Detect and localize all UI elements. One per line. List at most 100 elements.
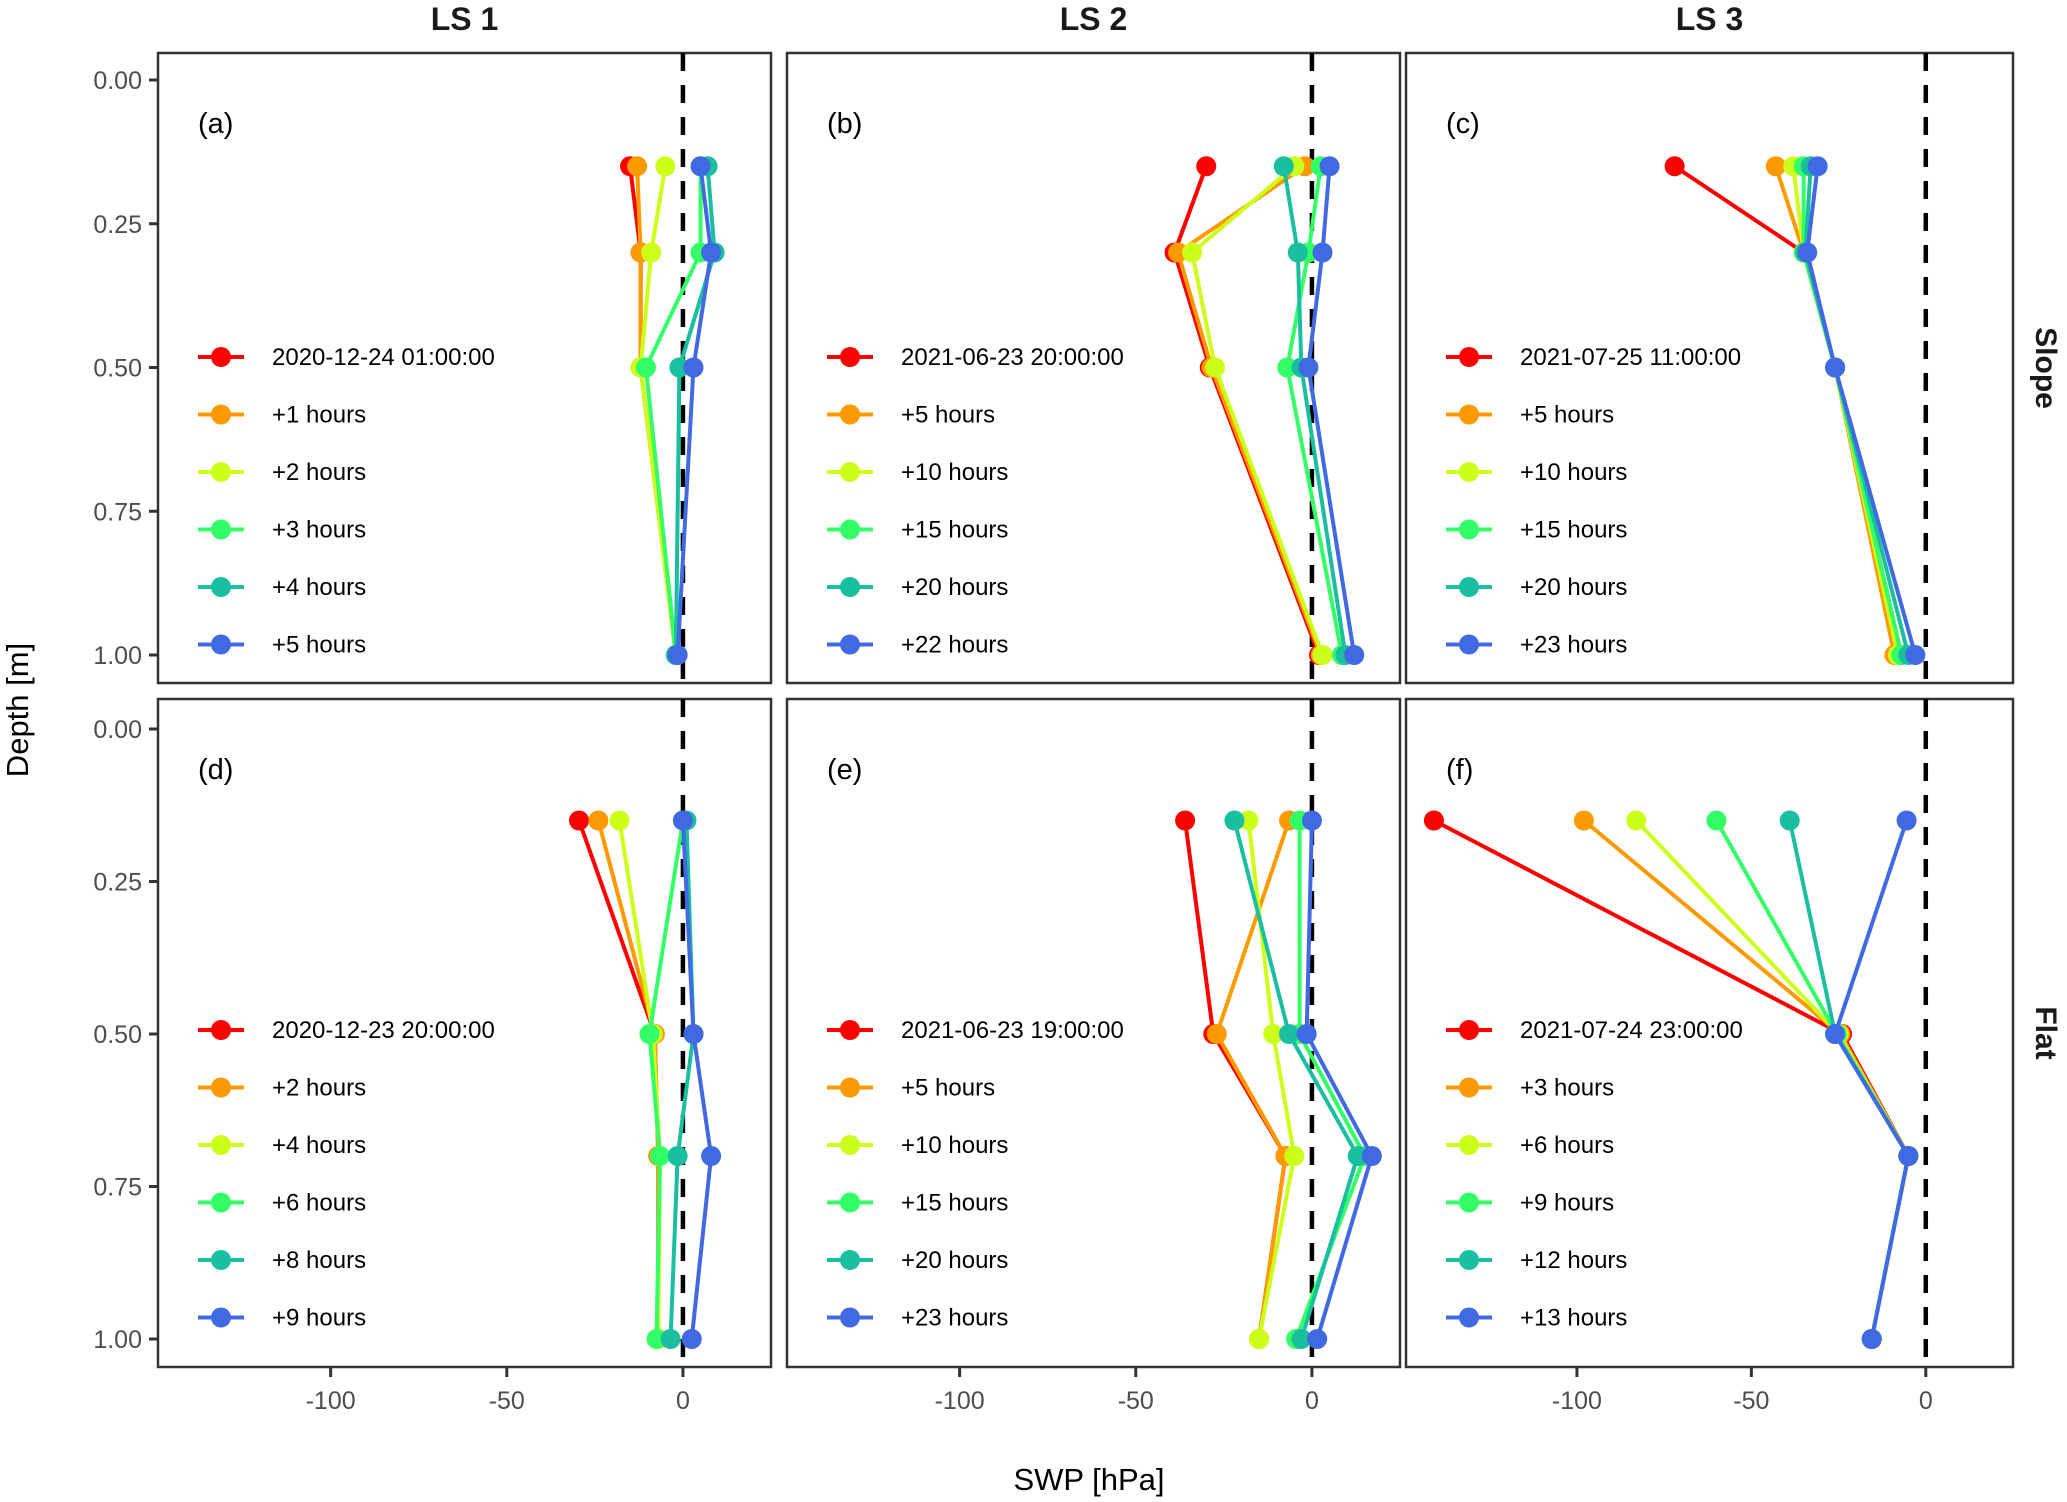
data-point	[701, 242, 722, 263]
series-line	[643, 166, 703, 656]
legend-item: +3 hours	[1446, 1075, 1614, 1102]
x-tick-label: -100	[306, 1387, 356, 1415]
data-point	[1279, 1024, 1300, 1044]
legend-item: +10 hours	[827, 459, 1008, 486]
legend-item: +20 hours	[827, 574, 1008, 601]
y-tick-label: 1.00	[93, 1326, 142, 1354]
data-point	[609, 810, 630, 831]
legend-label: +23 hours	[1520, 632, 1627, 659]
data-point	[1573, 810, 1594, 831]
legend-item: +15 hours	[1446, 517, 1627, 544]
row-title-flat: Flat	[2029, 1006, 2062, 1059]
legend-label: +23 hours	[901, 1305, 1008, 1332]
legend-key-point	[1459, 1250, 1479, 1270]
series-6	[667, 156, 722, 665]
legend-label: +20 hours	[1520, 574, 1627, 601]
series-line	[1232, 820, 1360, 1340]
legend-label: +15 hours	[901, 1190, 1008, 1217]
y-tick-label: 0.25	[93, 211, 142, 239]
panel-tag: (a)	[198, 108, 233, 140]
data-point	[1825, 1024, 1846, 1044]
x-tick-label: 0	[676, 1387, 690, 1415]
series-6	[1298, 156, 1365, 665]
legend-item: +4 hours	[198, 1132, 366, 1159]
series-line	[1304, 820, 1374, 1340]
legend-item: 2021-06-23 19:00:00	[827, 1017, 1124, 1044]
legend-item: +23 hours	[1446, 632, 1627, 659]
data-point	[1896, 810, 1917, 831]
data-point	[1797, 242, 1818, 263]
legend-label: +15 hours	[901, 517, 1008, 544]
panel-tag: (e)	[827, 754, 862, 786]
legend: 2020-12-24 01:00:00 +1 hours +2 hours +3 ho…	[198, 344, 495, 659]
legend-item: +10 hours	[1446, 459, 1627, 486]
legend-label: +2 hours	[272, 1075, 366, 1102]
legend-key-point	[840, 1135, 860, 1155]
panel-tag: (b)	[827, 108, 862, 140]
panel-f: -100 -50 0 (f) 2021-07-24 23:00:00 +3 hours +6…	[1404, 697, 2015, 1415]
legend-label: +5 hours	[901, 1075, 995, 1102]
x-tick-label: -100	[935, 1387, 985, 1415]
legend-item: +2 hours	[198, 459, 366, 486]
panel-a: 0.00 0.25 0.50 0.75 1.00 (a) 2020-12-24 01:00:…	[93, 51, 773, 685]
data-point	[1312, 645, 1333, 665]
data-point	[1361, 1146, 1382, 1166]
legend-item: +22 hours	[827, 632, 1008, 659]
panel-frame	[1404, 51, 2015, 685]
legend-key-point	[840, 462, 860, 482]
legend-key-point	[1459, 634, 1479, 655]
legend-item: 2021-07-25 11:00:00	[1446, 344, 1741, 371]
data-point	[681, 1329, 702, 1349]
y-tick-label: 0.00	[93, 716, 142, 744]
data-point	[660, 1329, 681, 1349]
legend-key-point	[211, 519, 231, 540]
legend-item: +20 hours	[827, 1247, 1008, 1274]
series-line	[675, 166, 714, 656]
series-line	[680, 820, 714, 1340]
legend-key-point	[840, 577, 860, 597]
data-point	[667, 645, 688, 665]
panel-b: (b) 2021-06-23 20:00:00 +5 hours +10 hours +…	[785, 51, 1402, 685]
legend: 2021-07-25 11:00:00 +5 hours +10 hours +15 …	[1446, 344, 1741, 659]
data-point	[1287, 242, 1308, 263]
legend-item: +23 hours	[827, 1305, 1008, 1332]
series-6	[1296, 810, 1382, 1349]
column-title-2: LS 2	[1060, 1, 1128, 37]
legend-item: +3 hours	[198, 517, 366, 544]
legend-label: 2020-12-24 01:00:00	[272, 344, 495, 371]
series-6	[1797, 156, 1926, 665]
legend-key-point	[211, 404, 231, 425]
legend-item: +15 hours	[827, 517, 1008, 544]
legend-key-point	[1459, 347, 1479, 367]
legend-item: +6 hours	[198, 1190, 366, 1217]
legend-key-point	[1459, 1192, 1479, 1213]
legend-key-point	[211, 1077, 231, 1098]
data-point	[1277, 357, 1298, 378]
legend-key-point	[840, 1307, 860, 1328]
series-5	[1224, 810, 1368, 1349]
data-point	[627, 156, 648, 177]
data-point	[1284, 1146, 1305, 1166]
series-line	[1190, 164, 1325, 656]
legend-label: 2020-12-23 20:00:00	[272, 1017, 495, 1044]
series-line	[1833, 819, 1911, 1340]
y-tick-label: 0.75	[93, 498, 142, 526]
legend-item: +8 hours	[198, 1247, 366, 1274]
y-tick-label: 1.00	[93, 642, 142, 670]
legend-label: +10 hours	[901, 1132, 1008, 1159]
legend: 2021-07-24 23:00:00 +3 hours +6 hours +9 ho…	[1446, 1017, 1743, 1332]
legend-item: +1 hours	[198, 402, 366, 429]
data-point	[1168, 242, 1189, 263]
legend-label: +4 hours	[272, 574, 366, 601]
data-point	[690, 156, 711, 177]
data-point	[655, 156, 676, 177]
data-point	[641, 242, 662, 263]
legend-label: +1 hours	[272, 402, 366, 429]
data-point	[1206, 1024, 1227, 1044]
x-tick-label: -50	[1733, 1387, 1769, 1415]
legend-key-point	[1459, 1020, 1479, 1040]
legend-key-point	[840, 1020, 860, 1040]
series-6	[672, 810, 722, 1349]
legend-item: 2021-07-24 23:00:00	[1446, 1017, 1743, 1044]
data-point	[1224, 810, 1245, 831]
